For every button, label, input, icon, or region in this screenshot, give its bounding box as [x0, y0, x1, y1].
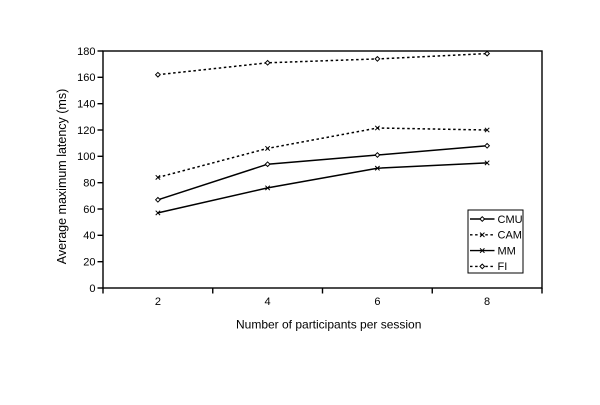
svg-text:CMU: CMU	[498, 214, 523, 226]
svg-text:40: 40	[83, 230, 95, 242]
svg-text:8: 8	[484, 296, 490, 308]
svg-text:100: 100	[77, 151, 95, 163]
svg-text:60: 60	[83, 204, 95, 216]
svg-text:0: 0	[89, 283, 95, 295]
svg-text:120: 120	[77, 125, 95, 137]
svg-text:CAM: CAM	[498, 230, 522, 242]
svg-text:80: 80	[83, 178, 95, 190]
svg-text:6: 6	[374, 296, 380, 308]
svg-text:4: 4	[265, 296, 271, 308]
svg-text:FI: FI	[498, 261, 508, 273]
svg-text:2: 2	[155, 296, 161, 308]
svg-text:140: 140	[77, 99, 95, 111]
svg-text:160: 160	[77, 72, 95, 84]
svg-text:20: 20	[83, 257, 95, 269]
svg-text:Average maximum latency (ms): Average maximum latency (ms)	[55, 89, 69, 265]
svg-text:MM: MM	[498, 245, 516, 257]
svg-text:180: 180	[77, 46, 95, 58]
svg-text:Number of participants per ses: Number of participants per session	[236, 318, 421, 332]
